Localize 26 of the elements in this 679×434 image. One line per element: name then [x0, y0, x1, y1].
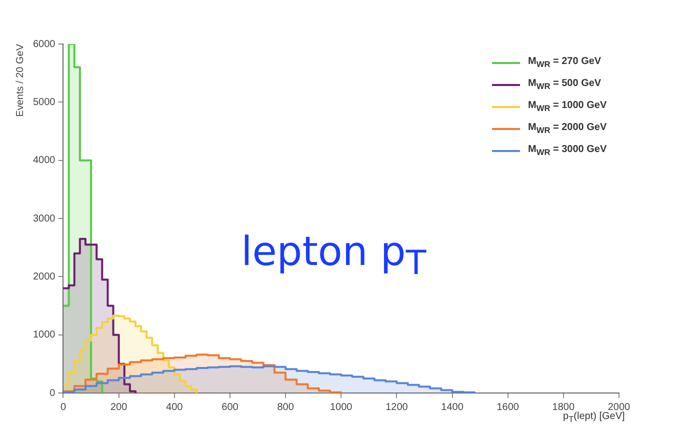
legend-label: M$_{WR}$ = 3000 GeV [528, 143, 607, 159]
x-tick-label: 400 [166, 402, 184, 413]
x-tick-label: 1400 [441, 402, 464, 413]
annotation: lepton p$_{T}$ [241, 228, 426, 282]
y-tick-label: 4000 [32, 155, 56, 166]
x-tick-label: 1800 [552, 402, 575, 413]
y-tick-label: 3000 [32, 213, 56, 224]
x-tick-label: 1200 [386, 402, 408, 413]
x-tick-label: 0 [60, 402, 66, 413]
y-tick-label: 6000 [32, 38, 56, 50]
x-tick-label: 800 [277, 402, 294, 413]
x-tick-label: 200 [110, 402, 128, 413]
y-tick-label: 0 [50, 388, 56, 399]
y-axis-title: Events / 20 GeV [14, 44, 26, 117]
legend-label: M$_{WR}$ = 270 GeV [528, 55, 602, 71]
x-tick-label: 1000 [330, 402, 353, 413]
legend-label: M$_{WR}$ = 2000 GeV [528, 121, 607, 137]
x-tick-label: 2000 [608, 402, 631, 413]
legend-label: M$_{WR}$ = 500 GeV [528, 77, 602, 93]
y-tick-label: 5000 [32, 96, 56, 108]
y-tick-label: 1000 [32, 330, 56, 341]
x-tick-label: 600 [222, 402, 239, 413]
legend-label: M$_{WR}$ = 1000 GeV [528, 99, 607, 115]
x-axis-title: p$_{T}$(lept) [GeV] [563, 411, 625, 424]
y-tick-label: 2000 [32, 271, 56, 282]
x-tick-label: 1600 [496, 402, 520, 413]
